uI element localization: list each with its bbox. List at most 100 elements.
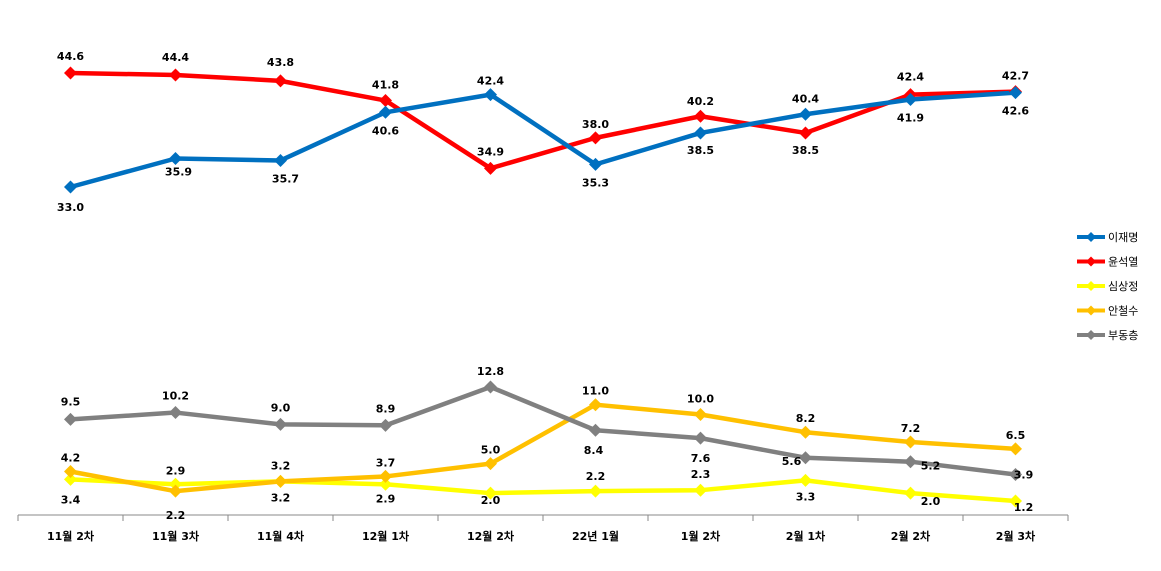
x-tick-label: 11월 4차: [257, 529, 305, 543]
data-point-marker: [169, 152, 182, 165]
data-point-marker: [484, 161, 497, 175]
x-tick-label: 12월 2차: [467, 529, 515, 543]
data-point-marker: [694, 408, 707, 422]
x-tick-label: 1월 2차: [681, 529, 721, 543]
data-point-marker: [379, 418, 392, 432]
data-label: 3.2: [271, 459, 291, 472]
data-label: 42.4: [897, 71, 924, 84]
data-point-marker: [1009, 86, 1022, 100]
data-label: 40.4: [792, 92, 819, 105]
data-point-marker: [274, 417, 287, 431]
data-label: 34.9: [477, 145, 504, 158]
x-tick-label: 12월 1차: [362, 529, 410, 543]
data-label: 10.0: [687, 393, 714, 406]
data-point-marker: [484, 486, 497, 500]
data-point-marker: [1009, 442, 1022, 456]
data-label: 11.0: [582, 385, 609, 398]
data-point-marker: [484, 88, 497, 102]
data-label: 43.8: [267, 56, 294, 69]
data-label: 7.6: [691, 452, 711, 465]
data-point-marker: [694, 126, 707, 140]
data-point-marker: [64, 465, 77, 479]
data-point-marker: [64, 412, 77, 426]
data-point-marker: [799, 126, 812, 140]
data-label: 8.4: [584, 444, 604, 457]
data-label: 7.2: [901, 422, 921, 435]
x-tick-label: 2월 2차: [891, 529, 931, 543]
data-label: 35.3: [582, 176, 609, 189]
data-point-marker: [589, 131, 602, 145]
x-tick-labels: 11월 2차 11월 3차 11월 4차 12월 1차 12월 2차 22년 1월 1월 2…: [47, 529, 1036, 543]
data-point-marker: [904, 93, 917, 107]
x-tick-label: 11월 3차: [152, 529, 200, 543]
data-label: 8.2: [796, 412, 816, 425]
x-tick-label: 22년 1월: [572, 529, 619, 543]
data-label: 42.6: [1002, 105, 1029, 118]
data-label: 38.5: [792, 144, 819, 157]
legend-swatch-marker: [1086, 232, 1096, 242]
series-markers: [64, 66, 1022, 508]
series-line: [70, 70, 1016, 171]
data-point-marker: [274, 153, 287, 167]
data-label: 35.7: [272, 172, 299, 185]
series-line: [70, 477, 1016, 504]
legend-label: 안철수: [1108, 305, 1138, 318]
data-point-marker: [484, 380, 497, 394]
data-point-marker: [1009, 494, 1022, 508]
data-label: 40.6: [372, 124, 399, 137]
data-label: 9.0: [271, 401, 291, 414]
data-label: 44.4: [162, 51, 189, 64]
data-label: 2.9: [376, 492, 396, 505]
data-label: 2.2: [586, 470, 606, 483]
data-point-marker: [799, 107, 812, 121]
data-label: 5.2: [921, 460, 941, 473]
data-label: 41.9: [897, 112, 924, 125]
series-line: [70, 402, 1016, 494]
data-label: 8.9: [376, 402, 396, 415]
data-label: 3.9: [1014, 468, 1034, 481]
data-point-marker: [169, 477, 182, 491]
data-point-marker: [64, 180, 77, 194]
data-label: 3.4: [61, 493, 81, 506]
legend-label: 심상정: [1108, 280, 1138, 293]
data-point-marker: [694, 109, 707, 123]
legend-swatch-marker: [1086, 330, 1096, 340]
data-point-marker: [904, 435, 917, 449]
data-label: 1.2: [1014, 501, 1034, 514]
data-point-marker: [379, 469, 392, 483]
data-point-marker: [169, 406, 182, 420]
data-point-marker: [169, 484, 182, 498]
data-label: 2.3: [691, 468, 711, 481]
data-label: 6.5: [1006, 429, 1026, 442]
legend-swatch-marker: [1086, 256, 1096, 267]
data-label: 3.2: [271, 491, 291, 504]
data-label: 2.2: [166, 509, 186, 522]
data-point-marker: [64, 66, 77, 80]
series-line: [69, 90, 1016, 190]
data-point-marker: [379, 477, 392, 491]
data-label: 3.3: [796, 490, 816, 503]
data-point-marker: [799, 473, 812, 487]
data-label: 38.0: [582, 118, 609, 131]
data-labels: 3.4 2.9 3.2 2.9 2.0 2.2 2.3 3.3 2.0 1.2 4.2 2.2 3.2 3…: [57, 50, 1033, 522]
data-point-marker: [589, 484, 602, 498]
legend-label: 윤석열: [1108, 256, 1138, 269]
data-point-marker: [904, 455, 917, 469]
data-label: 5.6: [782, 455, 802, 468]
data-point-marker: [274, 474, 287, 488]
data-label: 2.0: [921, 495, 941, 508]
data-point-marker: [589, 157, 602, 171]
data-point-marker: [694, 431, 707, 445]
data-label: 3.7: [376, 456, 396, 469]
data-point-marker: [64, 472, 77, 486]
data-point-marker: [799, 425, 812, 439]
data-label: 4.2: [61, 452, 81, 465]
data-label: 2.0: [481, 494, 501, 507]
data-point-marker: [904, 486, 917, 500]
data-label: 5.0: [481, 444, 501, 457]
data-label: 40.2: [687, 95, 714, 108]
x-tick-label: 2월 1차: [786, 529, 826, 543]
x-axis: [17, 514, 1069, 521]
